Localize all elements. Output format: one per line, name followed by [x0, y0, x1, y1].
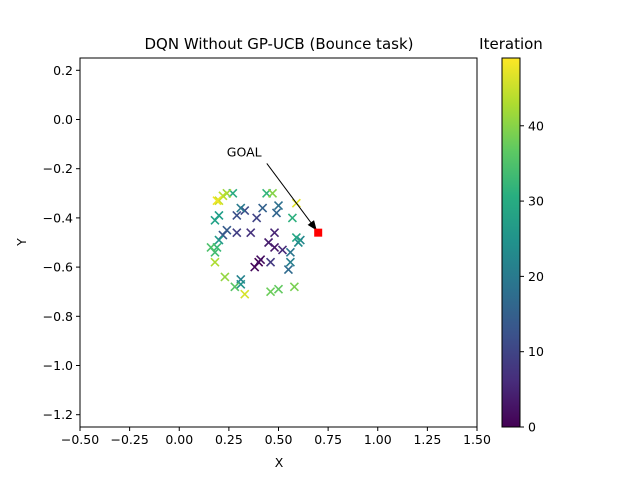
x-axis-label: X: [275, 455, 284, 470]
colorbar-label: Iteration: [479, 35, 543, 53]
colorbar: Iteration 0 10 20 30 40: [479, 35, 544, 435]
x-tick-label: 1.50: [463, 432, 491, 447]
colorbar-gradient: [501, 57, 521, 428]
y-tick-label: −1.2: [43, 407, 73, 422]
colorbar-tick-label: 40: [528, 118, 544, 133]
chart-title: DQN Without GP-UCB (Bounce task): [144, 35, 413, 53]
colorbar-tick-label: 0: [528, 420, 536, 435]
x-axis: −0.50 −0.25 0.00 0.25 0.50 0.75 1.00 1.25 1.50: [61, 427, 491, 447]
x-tick-label: 0.25: [215, 432, 243, 447]
goal-marker: [314, 228, 323, 237]
x-tick-label: 0.00: [165, 432, 193, 447]
data-point: [273, 201, 284, 211]
data-point: [246, 228, 256, 238]
data-point: [267, 188, 278, 198]
data-point: [210, 257, 220, 267]
data-point: [214, 196, 224, 206]
data-point: [277, 245, 288, 255]
x-tick-label: 1.00: [364, 432, 392, 447]
goal-label: GOAL: [227, 144, 262, 159]
data-point: [206, 242, 216, 252]
y-tick-label: −0.4: [43, 210, 73, 225]
colorbar-tick-label: 20: [528, 269, 544, 284]
data-point: [265, 257, 276, 267]
data-point: [269, 228, 280, 238]
y-axis-label: Y: [14, 238, 29, 247]
data-point: [222, 225, 232, 235]
colorbar-tick-label: 10: [528, 344, 544, 359]
data-point: [264, 237, 274, 248]
data-point: [214, 235, 224, 245]
data-point: [256, 255, 266, 265]
plot-area: GOAL: [79, 57, 478, 428]
points-layer: [206, 188, 305, 299]
data-point: [220, 272, 230, 282]
data-point: [236, 279, 246, 289]
y-tick-label: −1.0: [43, 358, 73, 373]
data-point: [285, 257, 295, 267]
x-tick-label: 1.25: [413, 432, 441, 447]
data-point: [283, 264, 293, 275]
data-point: [293, 237, 303, 248]
data-point: [212, 196, 222, 206]
colorbar-tick-label: 30: [528, 194, 544, 209]
data-point: [289, 282, 299, 292]
data-point: [250, 262, 260, 272]
goal-layer: GOAL: [227, 144, 323, 237]
colorbar-ticks: 0 10 20 30 40: [520, 118, 544, 435]
y-axis: 0.2 0.0 −0.2 −0.4 −0.6 −0.8 −1.0 −1.2: [43, 63, 80, 422]
data-point: [240, 289, 250, 299]
data-point: [258, 203, 268, 213]
data-point: [210, 215, 220, 225]
data-point: [273, 284, 284, 294]
goal-arrow: [266, 163, 317, 231]
data-point: [232, 228, 242, 238]
x-tick-label: 0.50: [265, 432, 293, 447]
y-tick-label: −0.2: [43, 161, 73, 176]
x-tick-label: 0.75: [314, 432, 342, 447]
data-point: [236, 203, 246, 213]
data-point: [230, 282, 240, 292]
y-tick-label: −0.6: [43, 260, 73, 275]
x-tick-label: −0.25: [110, 432, 148, 447]
plot-frame: [79, 57, 478, 428]
y-tick-label: −0.8: [43, 309, 73, 324]
data-point: [271, 208, 282, 218]
data-point: [252, 213, 262, 223]
y-tick-label: 0.2: [53, 63, 73, 78]
data-point: [287, 213, 297, 223]
y-tick-label: 0.0: [53, 112, 73, 127]
x-tick-label: −0.50: [61, 432, 99, 447]
data-point: [285, 247, 295, 257]
data-point: [232, 210, 242, 221]
data-point: [265, 287, 276, 297]
data-point: [291, 233, 301, 243]
